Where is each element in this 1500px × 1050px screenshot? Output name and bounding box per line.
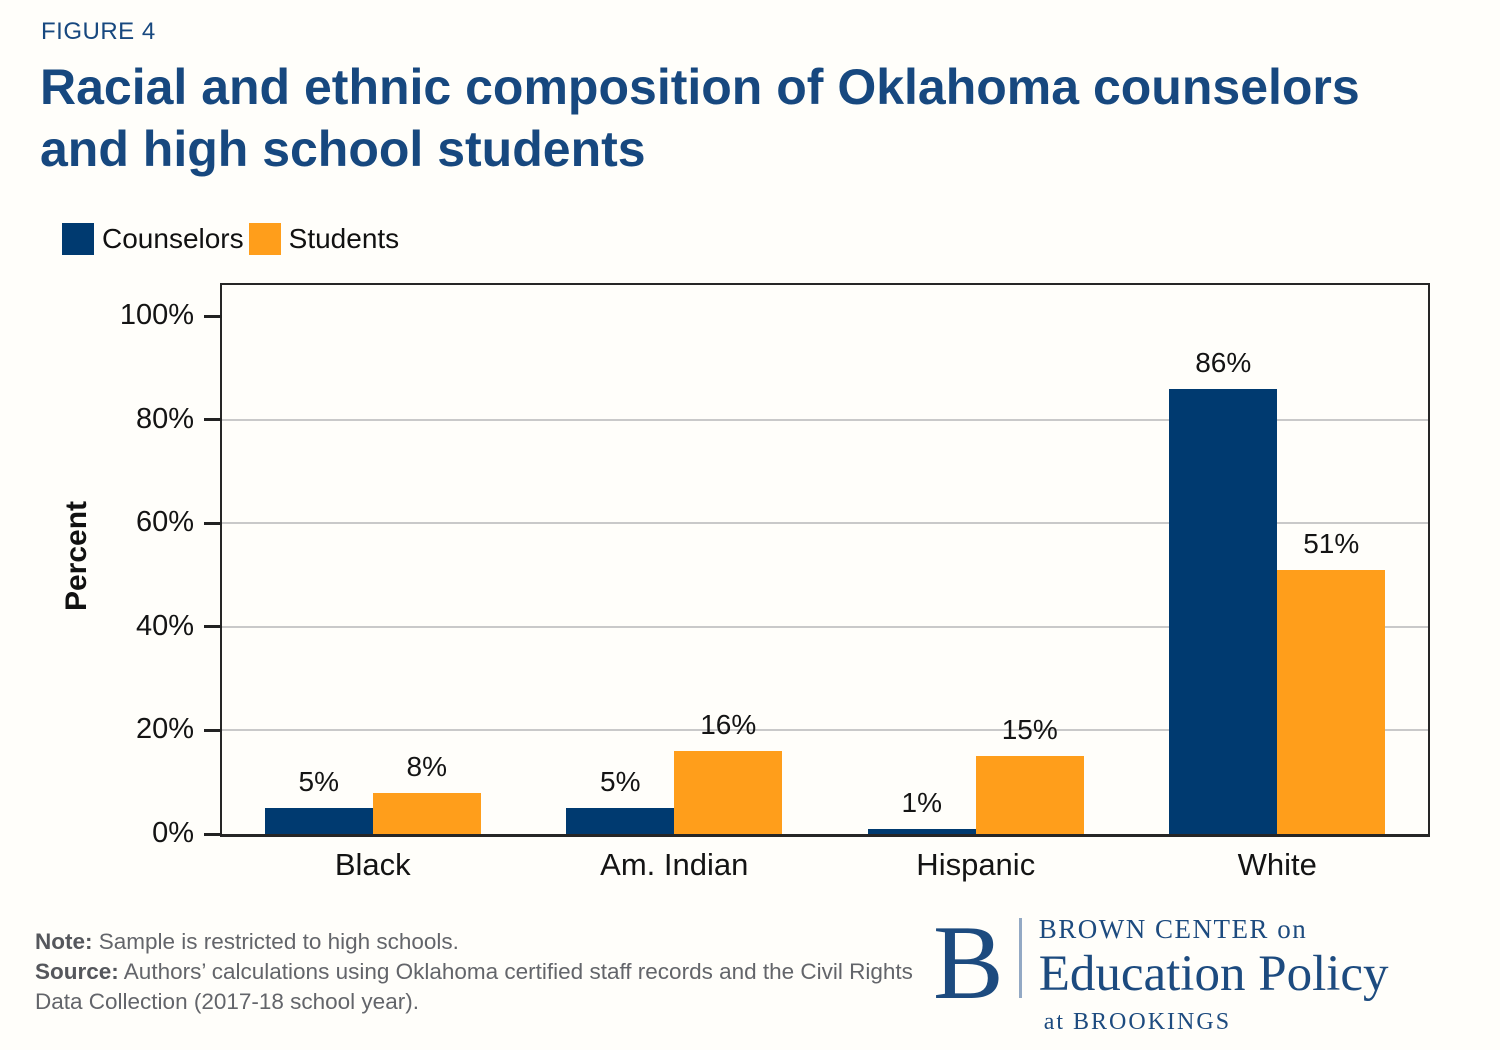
footnotes: Note: Sample is restricted to high schoo… [35, 927, 915, 1017]
plot-area: 0% 20% 40% 60% 80% 100% Black 5% 8% Am. Indian 5% 1… [120, 283, 1430, 882]
y-tick-mark-20 [204, 728, 222, 732]
bar-counselors-white [1169, 388, 1278, 834]
x-category-label-hispanic: Hispanic [916, 847, 1036, 882]
logo-brookings-text: BROOKINGS [1073, 1009, 1232, 1036]
y-gridline-60 [222, 522, 1428, 525]
bar-students-hispanic [975, 756, 1084, 834]
title-line-1: Racial and ethnic composition of Oklahom… [40, 59, 1360, 115]
students-swatch-icon [248, 223, 281, 255]
bar-chart: 0% 20% 40% 60% 80% 100% Black 5% 8% Am. Indian 5% 1… [120, 283, 1430, 882]
source-label: Source: [35, 958, 119, 984]
y-tick-mark-40 [204, 625, 222, 629]
y-tick-label-60: 60% [135, 506, 194, 539]
logo-on-text: on [1277, 914, 1308, 944]
bar-students-am-indian [674, 751, 783, 834]
brookings-logo: B BROWN CENTER on Education Policy at BR… [933, 906, 1389, 1036]
x-category-label-white: White [1237, 847, 1317, 882]
legend-entry-counselors: Counselors [62, 223, 244, 255]
y-gridline-20 [222, 729, 1428, 732]
bar-counselors-hispanic [867, 828, 976, 834]
logo-brown-center-text: BROWN CENTER [1038, 914, 1269, 944]
y-tick-mark-80 [204, 418, 222, 422]
bar-students-white [1277, 569, 1386, 834]
bar-value-label-students-black: 8% [406, 750, 447, 782]
y-gridline-80 [222, 418, 1428, 421]
bar-value-label-counselors-am-indian: 5% [600, 766, 641, 798]
counselors-swatch-icon [62, 223, 94, 255]
bar-value-label-counselors-white: 86% [1195, 346, 1252, 378]
note-text: Sample is restricted to high schools. [98, 929, 459, 954]
bar-counselors-black [264, 808, 373, 834]
legend-label-counselors: Counselors [102, 223, 244, 254]
y-tick-label-20: 20% [135, 713, 194, 746]
bar-value-label-students-am-indian: 16% [700, 709, 757, 741]
y-tick-mark-60 [204, 521, 222, 525]
title-line-2: and high school students [40, 121, 646, 177]
y-tick-label-80: 80% [135, 402, 194, 435]
legend-label-students: Students [288, 223, 400, 254]
y-tick-label-0: 0% [152, 817, 194, 849]
source-text: Authors’ calculations using Oklahoma cer… [35, 958, 913, 1014]
logo-text: BROWN CENTER on Education Policy at BROO… [1039, 906, 1389, 1036]
bar-students-black [372, 792, 481, 834]
logo-line-education-policy: Education Policy [1038, 946, 1389, 1002]
logo-line-at-brookings: at BROOKINGS [1044, 1009, 1389, 1036]
bar-value-label-students-hispanic: 15% [1001, 714, 1058, 746]
x-category-label-am-indian: Am. Indian [600, 847, 749, 882]
legend-entry-students: Students [248, 223, 400, 255]
bar-value-label-counselors-black: 5% [298, 766, 339, 798]
y-tick-mark-0 [204, 832, 222, 836]
bar-value-label-students-white: 51% [1303, 527, 1360, 559]
y-tick-mark-100 [204, 314, 222, 318]
logo-line-brown-center: BROWN CENTER on [1039, 914, 1389, 945]
page-title: Racial and ethnic composition of Oklahom… [40, 56, 1360, 180]
y-gridline-40 [222, 625, 1428, 628]
figure-label: FIGURE 4 [41, 18, 156, 45]
bar-counselors-am-indian [566, 808, 675, 834]
logo-divider [1018, 918, 1022, 998]
logo-at-text: at [1043, 1009, 1066, 1036]
y-tick-label-40: 40% [135, 609, 194, 642]
note-line: Note: Sample is restricted to high schoo… [35, 927, 915, 957]
note-label: Note: [35, 929, 93, 954]
y-tick-label-100: 100% [119, 299, 194, 332]
bar-value-label-counselors-hispanic: 1% [901, 786, 942, 818]
chart-legend: Counselors Students [62, 223, 399, 255]
x-category-label-black: Black [334, 847, 411, 882]
logo-monogram: B [933, 904, 1004, 1021]
source-line: Source: Authors’ calculations using Okla… [35, 957, 915, 1017]
